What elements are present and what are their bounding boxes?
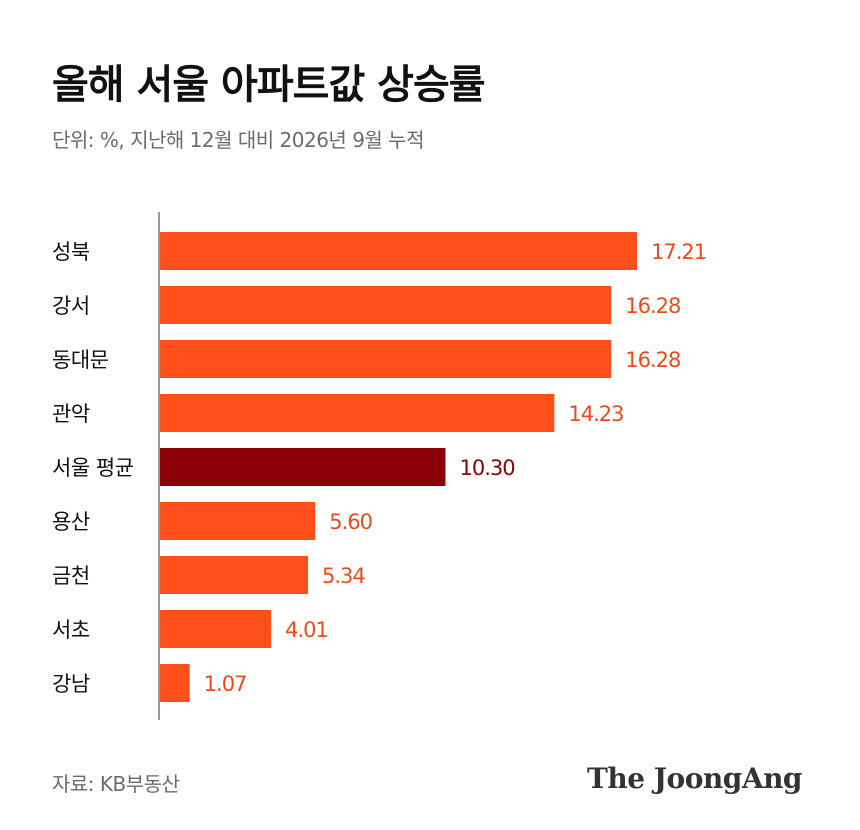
bar xyxy=(160,340,612,378)
value-label: 1.07 xyxy=(204,672,247,696)
category-label: 강남 xyxy=(52,672,90,696)
bar xyxy=(160,502,316,540)
value-label: 16.28 xyxy=(625,348,680,372)
category-label: 서울 평균 xyxy=(52,456,134,480)
chart-title: 올해 서울 아파트값 상승률 xyxy=(52,62,486,108)
category-label: 동대문 xyxy=(52,348,109,372)
value-label: 17.21 xyxy=(651,240,706,264)
bar xyxy=(160,232,637,270)
chart-subtitle: 단위: %, 지난해 12월 대비 2026년 9월 누적 xyxy=(52,128,424,152)
highlight-bar xyxy=(160,448,446,486)
bar xyxy=(160,556,309,594)
category-label: 서초 xyxy=(52,618,90,642)
value-label: 10.30 xyxy=(459,456,514,480)
category-label: 성북 xyxy=(52,240,90,264)
value-label: 5.60 xyxy=(329,510,372,534)
source-note: 자료: KB부동산 xyxy=(52,772,180,796)
category-label: 용산 xyxy=(52,510,90,534)
publisher-logo: The JoongAng xyxy=(587,762,802,795)
value-label: 14.23 xyxy=(568,402,623,426)
category-label: 금천 xyxy=(52,564,90,588)
bar xyxy=(160,394,555,432)
bar xyxy=(160,286,612,324)
value-label: 4.01 xyxy=(285,618,328,642)
category-label: 강서 xyxy=(52,294,90,318)
bar xyxy=(160,664,190,702)
category-label: 관악 xyxy=(52,402,90,426)
value-label: 5.34 xyxy=(322,564,365,588)
bar xyxy=(160,610,272,648)
value-label: 16.28 xyxy=(625,294,680,318)
